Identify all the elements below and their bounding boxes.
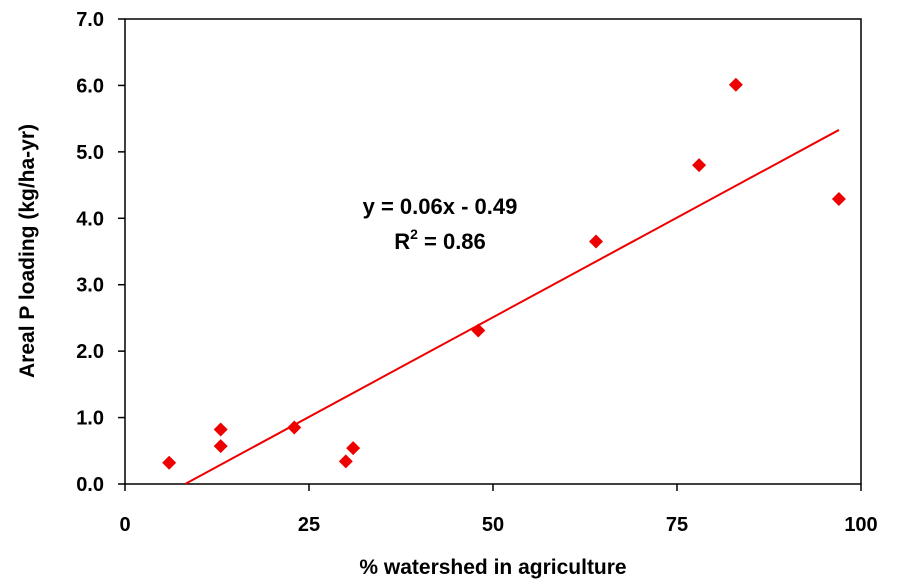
regression-equation: y = 0.06x - 0.49	[363, 194, 518, 219]
data-points	[162, 77, 846, 470]
y-axis-title: Areal P loading (kg/ha-yr)	[16, 124, 39, 378]
r-squared-label: R2 = 0.86	[394, 226, 486, 254]
data-point	[831, 192, 846, 207]
y-tick-label: 3.0	[76, 275, 104, 297]
data-point	[589, 234, 604, 249]
y-tick-label: 4.0	[76, 208, 104, 230]
y-tick-label: 6.0	[76, 75, 104, 97]
x-tick-label: 0	[119, 514, 130, 536]
data-point	[728, 77, 743, 92]
y-tick-label: 1.0	[76, 408, 104, 430]
y-tick-label: 7.0	[76, 9, 104, 31]
data-point	[213, 422, 228, 437]
x-axis-title: % watershed in agriculture	[359, 556, 626, 579]
plot-area	[124, 18, 862, 485]
y-tick-label: 5.0	[76, 142, 104, 164]
y-tick-label: 2.0	[76, 341, 104, 363]
x-tick-label: 100	[844, 514, 877, 536]
x-tick-label: 75	[666, 514, 688, 536]
x-tick-label: 50	[482, 514, 504, 536]
data-point	[692, 158, 707, 173]
x-tick-label: 25	[298, 514, 320, 536]
y-tick-label: 0.0	[76, 474, 104, 496]
data-point	[287, 420, 302, 435]
data-point	[338, 454, 353, 469]
data-point	[346, 441, 361, 456]
data-point	[471, 323, 486, 338]
data-point	[213, 439, 228, 454]
x-axis: 0 25 50 75 100	[119, 484, 878, 536]
y-axis: 0.0 1.0 2.0 3.0 4.0 5.0 6.0 7.0	[76, 9, 125, 496]
data-point	[162, 455, 177, 470]
